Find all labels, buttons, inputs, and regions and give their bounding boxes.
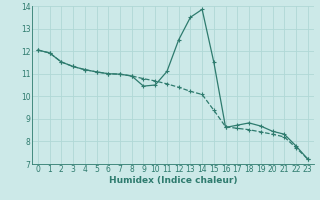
X-axis label: Humidex (Indice chaleur): Humidex (Indice chaleur) (108, 176, 237, 185)
